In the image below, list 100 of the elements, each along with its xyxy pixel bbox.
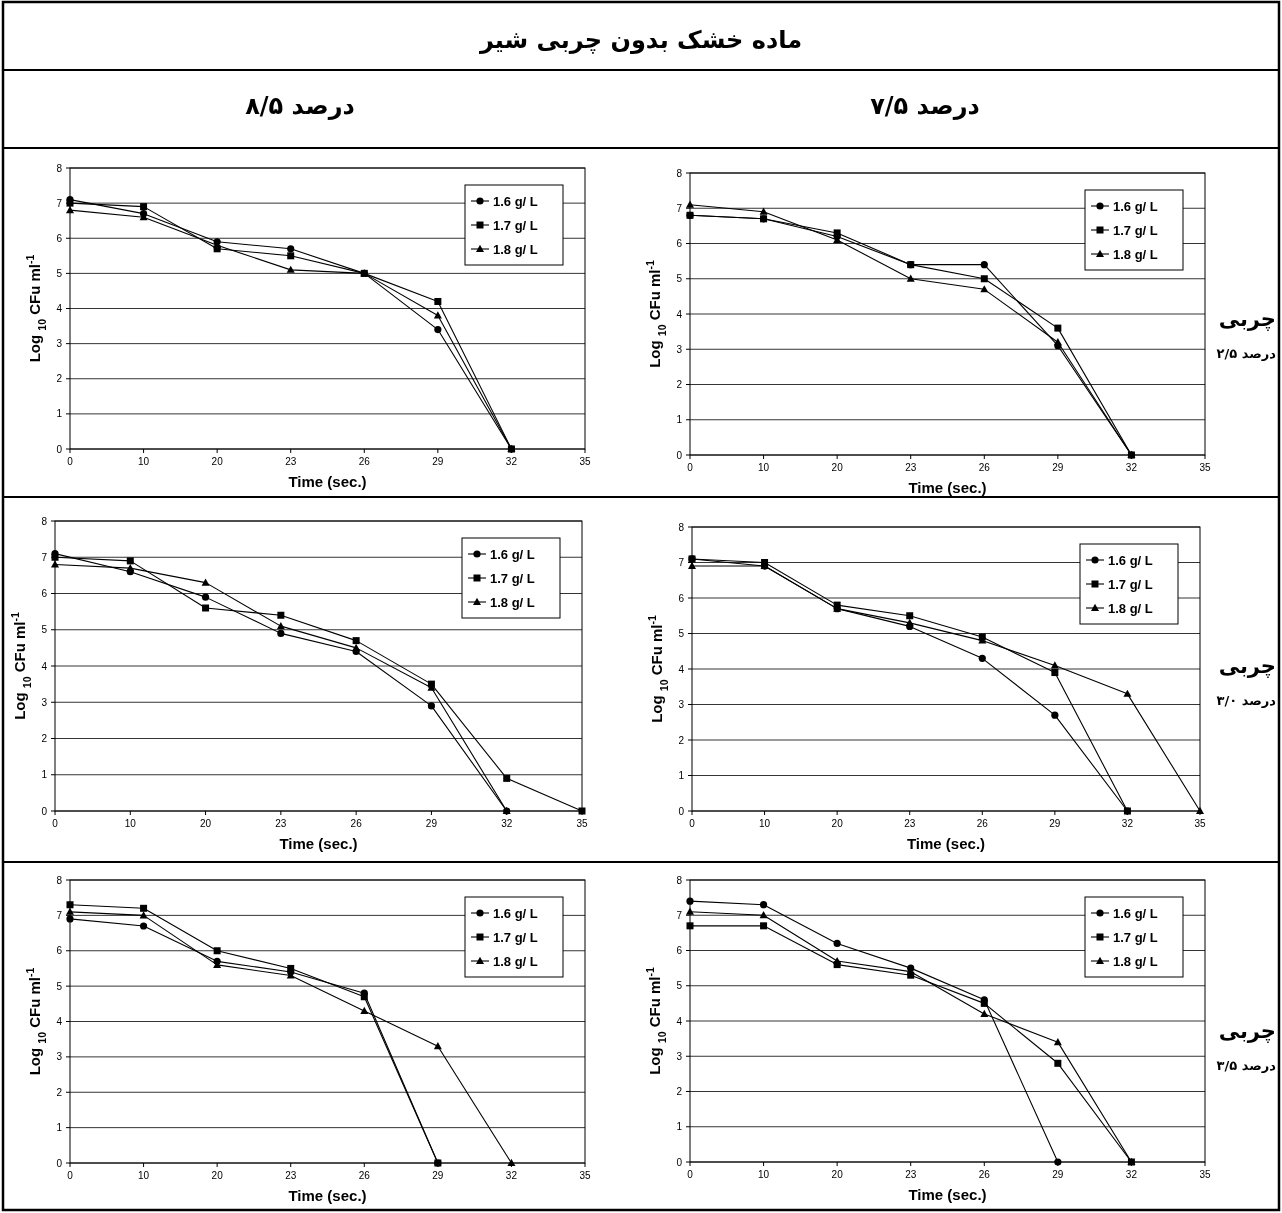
x-tick-label: 26 <box>358 1170 371 1181</box>
y-tick-label: 2 <box>676 1086 683 1097</box>
legend-label: 1.8 g/ L <box>1108 600 1153 616</box>
y-tick-label: 4 <box>676 1015 683 1027</box>
y-tick-label: 7 <box>676 909 683 921</box>
text: ۳/۰ درصد <box>1216 693 1277 708</box>
x-tick-label: 10 <box>758 1169 770 1180</box>
x-tick-label: 23 <box>905 462 917 473</box>
y-tick-label: 6 <box>676 945 683 956</box>
y-tick-label: 4 <box>676 308 683 320</box>
x-tick-label: 29 <box>1052 1169 1064 1180</box>
x-tick-label: 20 <box>211 456 224 467</box>
x-tick-label: 29 <box>425 818 438 829</box>
y-tick-label: 2 <box>56 1086 63 1098</box>
legend-label: 1.7 g/ L <box>493 929 538 945</box>
y-tick-label: 6 <box>56 945 63 957</box>
y-tick-label: 7 <box>56 909 63 921</box>
x-tick-label: 32 <box>505 456 518 467</box>
x-tick-label: 20 <box>211 1170 224 1181</box>
y-tick-label: 5 <box>676 273 683 285</box>
x-tick-label: 23 <box>905 1169 917 1180</box>
legend-label: 1.6 g/ L <box>1108 552 1153 568</box>
legend-label: 1.8 g/ L <box>493 953 538 969</box>
y-tick-label: 1 <box>41 769 48 781</box>
y-tick-label: 3 <box>678 699 685 710</box>
y-tick-label: 6 <box>56 232 63 244</box>
y-tick-label: 1 <box>56 1122 63 1134</box>
legend-label: 1.6 g/ L <box>1113 905 1158 921</box>
y-tick-label: 7 <box>56 197 63 209</box>
x-tick-label: 29 <box>1049 818 1061 829</box>
text: چربی <box>1218 654 1276 678</box>
x-tick-label: 35 <box>1194 818 1206 829</box>
x-tick-label: 35 <box>576 818 588 829</box>
legend-label: 1.7 g/ L <box>490 570 535 586</box>
x-tick-label: 0 <box>687 1169 694 1180</box>
x-axis-title: Time (sec.) <box>288 1187 367 1204</box>
y-tick-label: 2 <box>678 734 685 746</box>
y-tick-label: 0 <box>41 805 48 817</box>
y-tick-label: 7 <box>41 551 48 563</box>
x-tick-label: 35 <box>1199 1169 1211 1180</box>
text: ۳/۵ درصد <box>1216 1058 1277 1073</box>
y-tick-label: 3 <box>56 1051 63 1063</box>
x-tick-label: 26 <box>350 818 363 829</box>
y-tick-label: 1 <box>676 414 683 426</box>
legend-label: 1.7 g/ L <box>1113 222 1158 238</box>
text: ۸/۵ درصد <box>245 92 355 120</box>
x-tick-label: 23 <box>275 818 287 829</box>
x-tick-label: 35 <box>1199 462 1211 473</box>
y-tick-label: 0 <box>678 805 685 817</box>
y-tick-label: 8 <box>41 515 48 527</box>
x-tick-label: 26 <box>976 818 989 829</box>
x-tick-label: 23 <box>285 1170 297 1181</box>
legend-label: 1.7 g/ L <box>1108 576 1153 592</box>
x-tick-label: 0 <box>67 1170 74 1181</box>
x-axis-title: Time (sec.) <box>279 835 358 852</box>
y-tick-label: 5 <box>41 624 48 636</box>
y-tick-label: 0 <box>56 1157 63 1169</box>
x-axis-title: Time (sec.) <box>906 835 986 852</box>
x-tick-label: 20 <box>831 1169 844 1180</box>
y-tick-label: 7 <box>678 557 685 568</box>
legend-label: 1.6 g/ L <box>493 905 538 921</box>
x-tick-label: 35 <box>579 456 591 467</box>
legend-label: 1.7 g/ L <box>493 217 538 233</box>
y-tick-label: 5 <box>676 980 683 992</box>
x-tick-label: 32 <box>1125 1169 1138 1180</box>
legend-label: 1.6 g/ L <box>1113 198 1158 214</box>
x-tick-label: 26 <box>358 456 371 467</box>
x-tick-label: 32 <box>501 818 513 829</box>
y-tick-label: 5 <box>678 628 685 639</box>
y-tick-label: 4 <box>678 663 685 675</box>
y-tick-label: 2 <box>676 379 683 390</box>
legend-label: 1.6 g/ L <box>493 193 538 209</box>
x-tick-label: 23 <box>904 818 916 829</box>
x-tick-label: 0 <box>67 456 74 467</box>
x-tick-label: 23 <box>285 456 297 467</box>
y-tick-label: 5 <box>56 267 63 279</box>
y-tick-label: 8 <box>676 167 683 179</box>
text: چربی <box>1218 307 1276 331</box>
x-tick-label: 10 <box>124 818 137 829</box>
y-tick-label: 3 <box>676 343 683 355</box>
y-tick-label: 8 <box>678 521 685 533</box>
legend-label: 1.7 g/ L <box>1113 929 1158 945</box>
y-tick-label: 3 <box>41 696 48 708</box>
text: چربی <box>1218 1019 1276 1043</box>
y-tick-label: 8 <box>676 874 683 886</box>
y-tick-label: 0 <box>676 1156 683 1168</box>
y-tick-label: 1 <box>678 770 685 781</box>
x-tick-label: 32 <box>1121 818 1134 829</box>
y-tick-label: 8 <box>56 874 63 886</box>
x-tick-label: 10 <box>758 462 770 473</box>
x-tick-label: 0 <box>689 818 696 829</box>
y-tick-label: 4 <box>56 303 63 314</box>
y-tick-label: 8 <box>56 162 63 174</box>
x-tick-label: 10 <box>759 818 771 829</box>
y-tick-label: 4 <box>41 660 48 672</box>
y-tick-label: 3 <box>56 338 63 350</box>
x-tick-label: 0 <box>687 462 694 473</box>
legend-label: 1.8 g/ L <box>1113 246 1158 262</box>
legend-label: 1.8 g/ L <box>493 241 538 257</box>
x-axis-title: Time (sec.) <box>908 1186 987 1203</box>
